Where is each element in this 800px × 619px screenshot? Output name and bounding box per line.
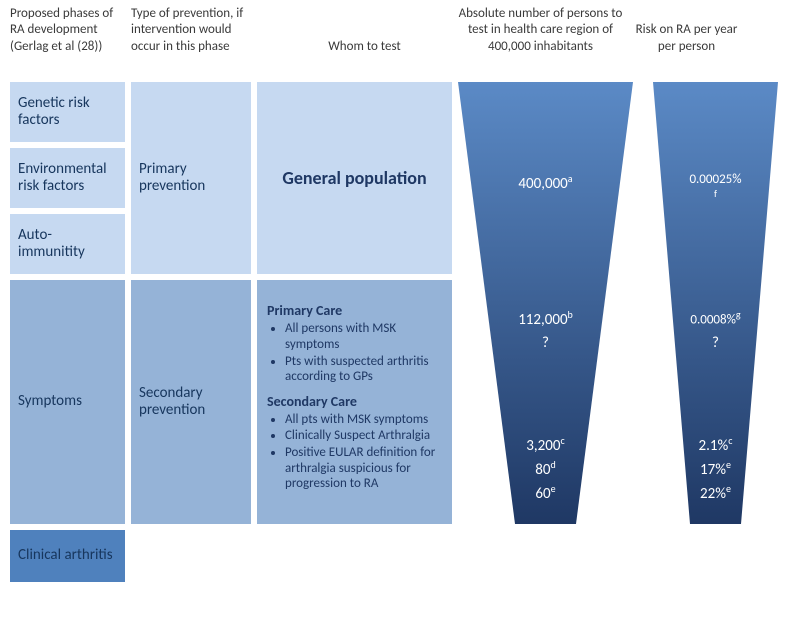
funnel2-q: ?	[653, 334, 778, 352]
prevention-secondary: Secondary prevention	[131, 280, 251, 524]
phase-genetic: Genetic risk factors	[10, 82, 125, 142]
phase-environmental: Environmental risk factors	[10, 148, 125, 208]
funnel1-q: ?	[458, 334, 633, 352]
prevention-primary: Primary prevention	[131, 82, 251, 274]
header-whom: Whom to test	[257, 39, 452, 55]
secondary-care-title: Secondary Care	[267, 394, 357, 410]
funnel1-v3: 3,200c	[458, 434, 633, 455]
header-prevention: Type of prevention, if intervention woul…	[131, 6, 251, 55]
list-item: All persons with MSK symptoms	[285, 321, 442, 352]
primary-care-list: All persons with MSK symptoms Pts with s…	[267, 321, 442, 385]
funnel1-v4: 80d	[458, 458, 633, 479]
phase-symptoms: Symptoms	[10, 280, 125, 524]
funnel1-v2: 112,000b	[458, 308, 633, 329]
phase-clinical: Clinical arthritis	[10, 530, 125, 582]
primary-care-title: Primary Care	[267, 303, 342, 319]
list-item: Clinically Suspect Arthralgia	[285, 428, 442, 444]
header-risk: Risk on RA per year per person	[629, 22, 744, 55]
funnel2-v2: 0.0008%g	[653, 308, 778, 327]
phase-autoimmunity: Auto-immunitity	[10, 214, 125, 274]
header-phases: Proposed phases of RA development (Gerla…	[10, 6, 125, 55]
funnel2-v1: 0.00025%f	[653, 172, 778, 206]
funnel-absolute: 400,000a 112,000b ? 3,200c 80d 60e	[458, 82, 633, 524]
funnel-risk: 0.00025%f 0.0008%g ? 2.1%c 17%e 22%e	[653, 82, 778, 524]
whom-general-population: General population	[257, 82, 452, 274]
list-item: All pts with MSK symptoms	[285, 412, 442, 428]
list-item: Positive EULAR definition for arthralgia…	[285, 445, 442, 492]
header-absolute: Absolute number of persons to test in he…	[458, 6, 623, 55]
funnel2-v5: 22%e	[653, 482, 778, 503]
main-grid: Genetic risk factors Environmental risk …	[10, 82, 452, 582]
funnel1-v1: 400,000a	[458, 172, 633, 193]
funnels-area: 400,000a 112,000b ? 3,200c 80d 60e 0.000…	[458, 82, 788, 524]
column-phases: Genetic risk factors Environmental risk …	[10, 82, 125, 582]
whom-care: Primary Care All persons with MSK sympto…	[257, 280, 452, 524]
list-item: Pts with suspected arthritis according t…	[285, 354, 442, 385]
column-whom: General population Primary Care All pers…	[257, 82, 452, 582]
column-prevention: Primary prevention Secondary prevention	[131, 82, 251, 582]
funnel2-v4: 17%e	[653, 458, 778, 479]
funnel2-v3: 2.1%c	[653, 434, 778, 455]
funnel1-v5: 60e	[458, 482, 633, 503]
secondary-care-list: All pts with MSK symptoms Clinically Sus…	[267, 412, 442, 493]
